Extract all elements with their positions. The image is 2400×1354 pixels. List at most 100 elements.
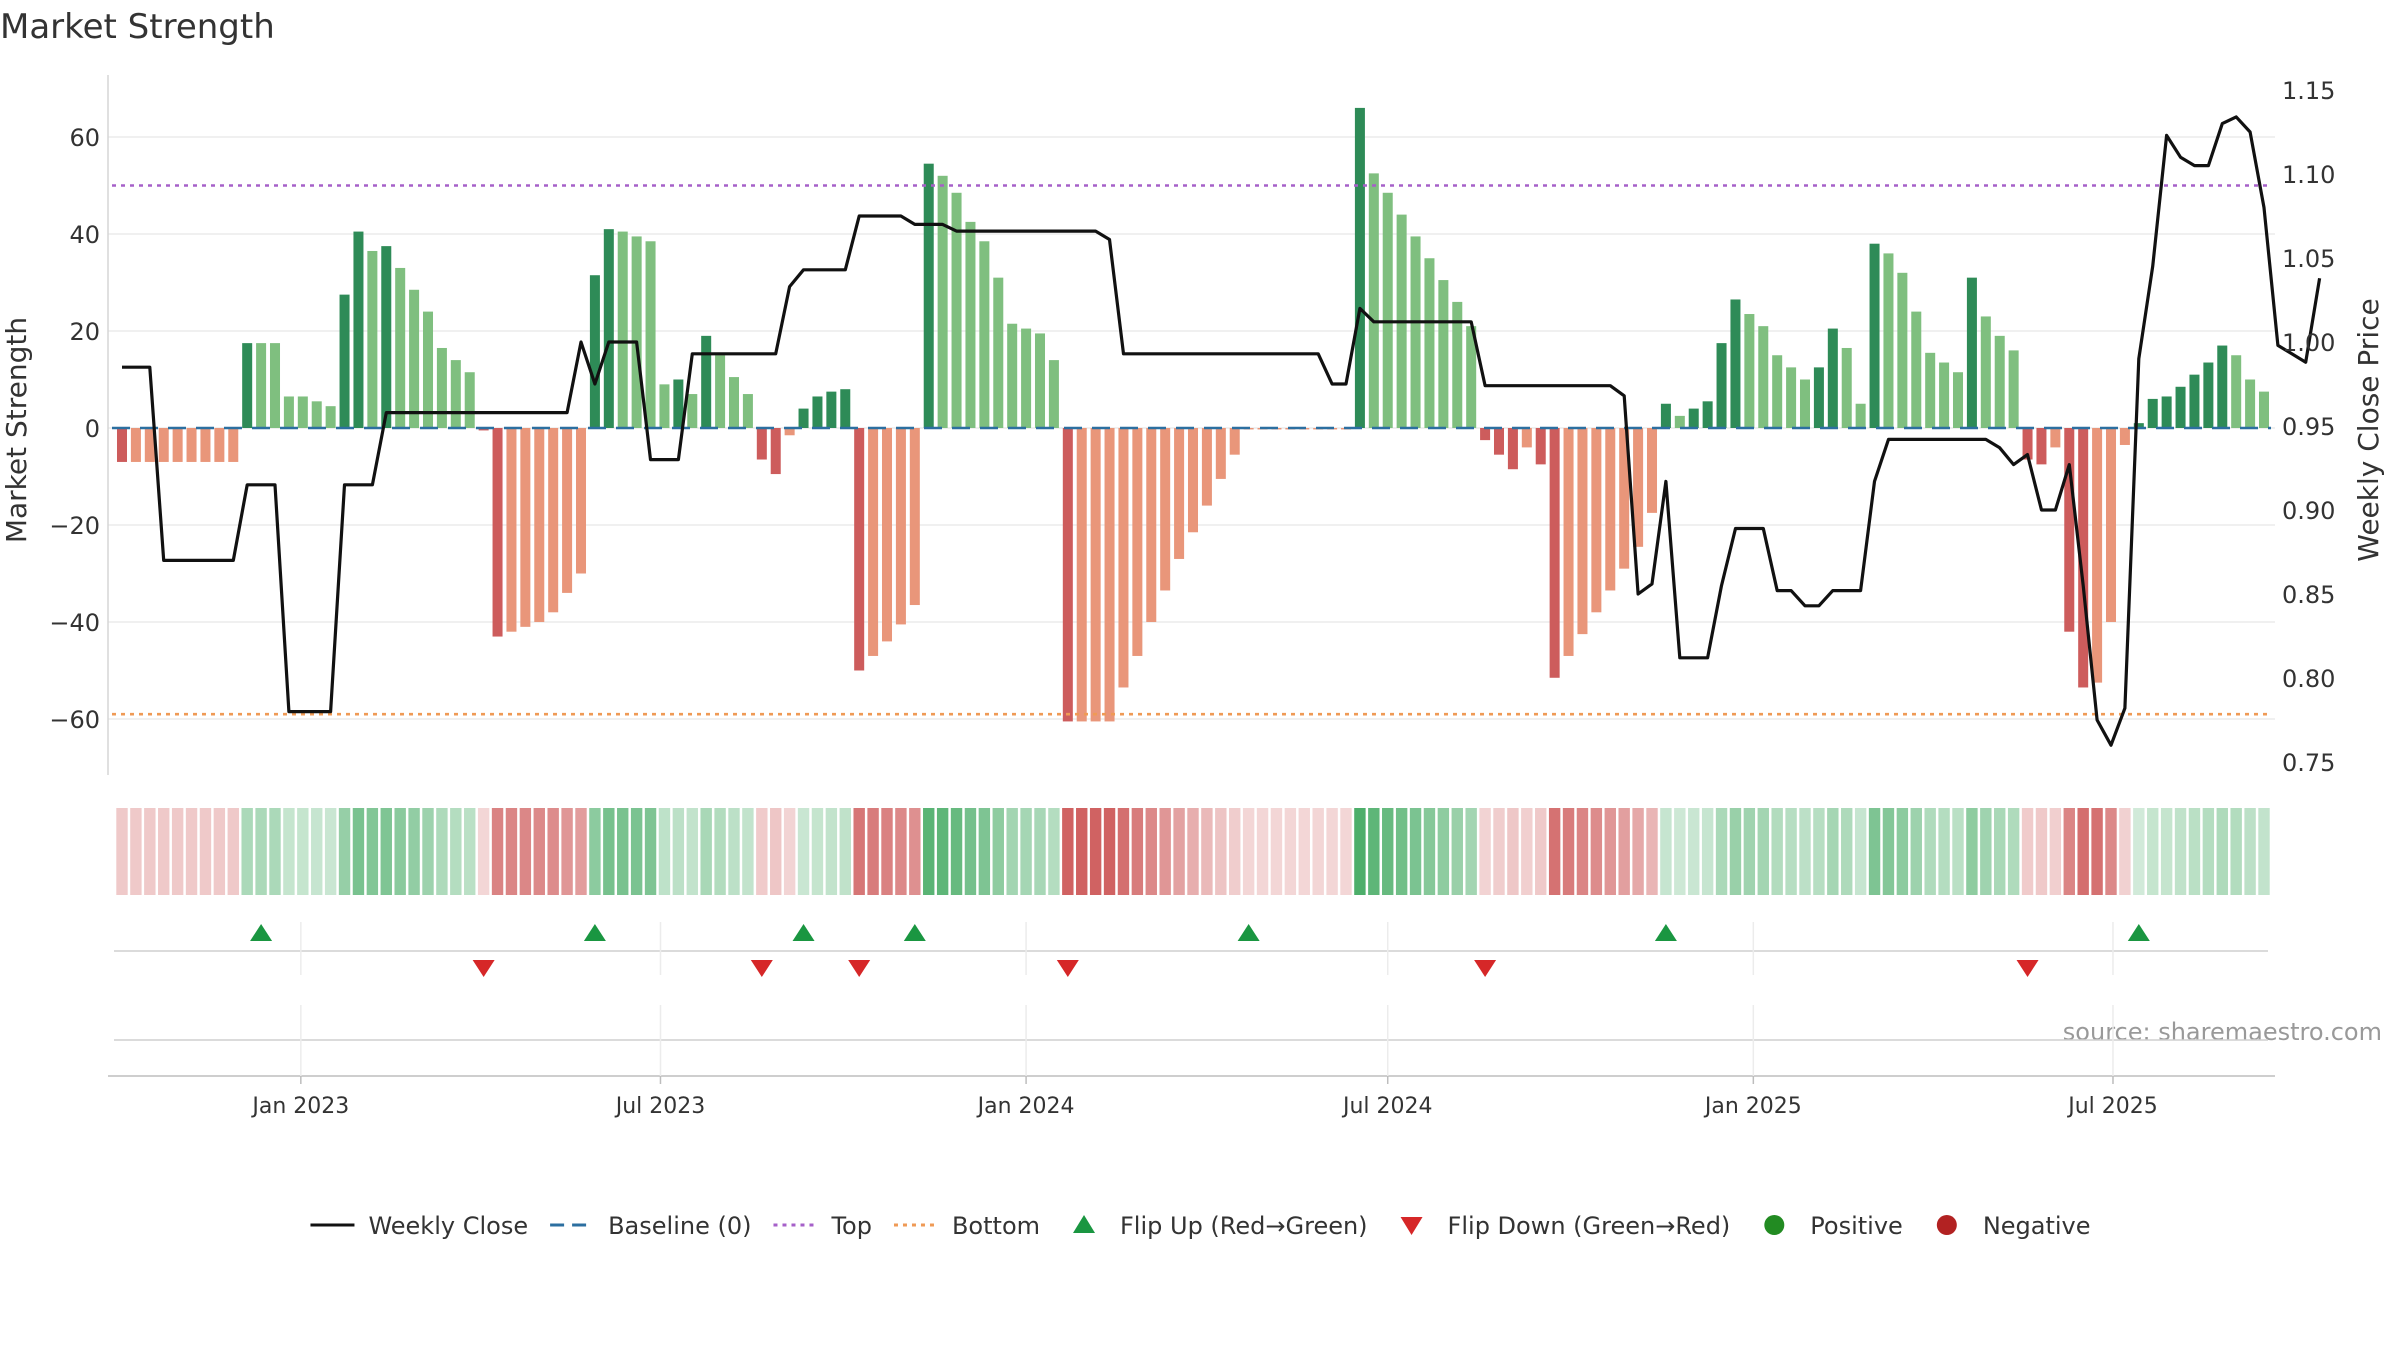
strip-cell xyxy=(1854,808,1867,895)
strength-bar xyxy=(1813,367,1824,428)
strength-bar xyxy=(339,294,350,428)
strip-cell xyxy=(797,808,810,895)
y-tick-label-left: 20 xyxy=(69,318,100,346)
legend-item: Top xyxy=(773,1212,872,1240)
strip-cell xyxy=(1145,808,1157,895)
strength-bar xyxy=(1674,415,1685,428)
strength-bar xyxy=(1855,403,1866,428)
strength-bar xyxy=(798,408,809,428)
strength-bar xyxy=(2231,355,2242,428)
y-tick-label-right: 0.80 xyxy=(2282,665,2335,693)
strength-bar xyxy=(2189,374,2200,428)
strength-bar xyxy=(534,428,545,622)
strength-bar xyxy=(1187,428,1199,533)
strip-cell xyxy=(1590,808,1603,895)
legend-label: Top xyxy=(830,1212,872,1240)
strength-bar xyxy=(1090,428,1101,722)
strip-cell xyxy=(2258,808,2270,895)
strength-bar xyxy=(1646,428,1658,513)
strength-bar xyxy=(2036,428,2047,465)
strength-bar xyxy=(951,192,962,428)
strip-cell xyxy=(1409,808,1422,895)
strength-bar xyxy=(2022,428,2033,460)
strip-cell xyxy=(2119,808,2131,895)
strength-bar xyxy=(367,250,378,428)
strip-cell xyxy=(199,808,212,895)
strip-cell xyxy=(923,808,935,895)
strip-cell xyxy=(1423,808,1436,895)
strip-cell xyxy=(171,808,184,895)
strength-bar xyxy=(1897,272,1908,428)
strength-bar xyxy=(895,428,906,625)
strip-cell xyxy=(227,808,239,895)
strip-cell xyxy=(2105,808,2117,895)
strip-cell xyxy=(756,808,768,895)
strength-bar xyxy=(381,246,392,428)
legend-item: Bottom xyxy=(893,1212,1040,1240)
strength-bar xyxy=(1160,428,1171,591)
strength-bar xyxy=(548,428,559,613)
strip-cell xyxy=(936,808,949,895)
strip-cell xyxy=(1715,808,1728,895)
flip-down-marker xyxy=(750,960,773,977)
strip-cell xyxy=(825,808,838,895)
y-tick-label-right: 1.05 xyxy=(2282,245,2335,273)
strength-bar xyxy=(603,229,614,428)
strength-bar xyxy=(728,377,740,428)
strength-bar xyxy=(325,406,336,428)
strength-bar xyxy=(395,267,406,428)
strength-bar xyxy=(464,372,475,428)
flip-up-marker xyxy=(2127,924,2150,941)
legend-item: Flip Up (Red→Green) xyxy=(1073,1212,1368,1240)
strength-bar xyxy=(1605,428,1616,591)
strip-cell xyxy=(158,808,170,895)
y-tick-label-right: 0.95 xyxy=(2282,413,2335,441)
strip-cell xyxy=(978,808,991,895)
source-label: source: sharemaestro.com xyxy=(2063,1018,2382,1046)
strip-cell xyxy=(144,808,156,895)
y-tick-label-left: 60 xyxy=(69,124,100,152)
strength-bar xyxy=(1007,323,1018,428)
y-tick-label-right: 0.85 xyxy=(2282,581,2335,609)
legend-swatch-triangle-up xyxy=(1073,1215,1096,1233)
strip-cell xyxy=(2216,808,2228,895)
strength-bar xyxy=(172,428,183,462)
strength-bar xyxy=(422,311,434,428)
strip-cell xyxy=(2063,808,2075,895)
flip-up-marker xyxy=(903,924,926,941)
strength-bar xyxy=(909,428,920,606)
strength-bar xyxy=(1688,408,1699,428)
strength-bar xyxy=(242,343,253,428)
strip-cell xyxy=(811,808,824,895)
strip-cell xyxy=(1048,808,1060,895)
strip-cell xyxy=(491,808,504,895)
strength-bar xyxy=(631,236,642,428)
strip-cell xyxy=(853,808,865,895)
strip-cell xyxy=(519,808,532,895)
strip-cell xyxy=(1980,808,1992,895)
strip-cell xyxy=(1020,808,1032,895)
strip-cell xyxy=(2021,808,2034,895)
legend-label: Bottom xyxy=(952,1212,1040,1240)
legend-label: Weekly Close xyxy=(368,1212,528,1240)
strip-cell xyxy=(1729,808,1742,895)
x-tick-label: Jan 2023 xyxy=(250,1094,349,1119)
strip-cell xyxy=(964,808,977,895)
strip-cell xyxy=(1618,808,1630,895)
flip-down-marker xyxy=(2016,960,2039,977)
strip-cell xyxy=(477,808,490,895)
strength-bar xyxy=(1633,428,1644,547)
strength-bar xyxy=(1368,173,1379,428)
legend-item: Weekly Close xyxy=(310,1212,528,1240)
strip-cell xyxy=(1576,808,1589,895)
strip-cell xyxy=(1340,808,1352,895)
flip-down-marker xyxy=(472,960,495,977)
strip-cell xyxy=(2147,808,2159,895)
strength-bar xyxy=(1507,428,1518,470)
legend-item: Positive xyxy=(1764,1212,1903,1240)
strength-bar xyxy=(1452,301,1463,428)
strength-bar xyxy=(868,428,879,656)
strength-bar xyxy=(1702,401,1713,428)
